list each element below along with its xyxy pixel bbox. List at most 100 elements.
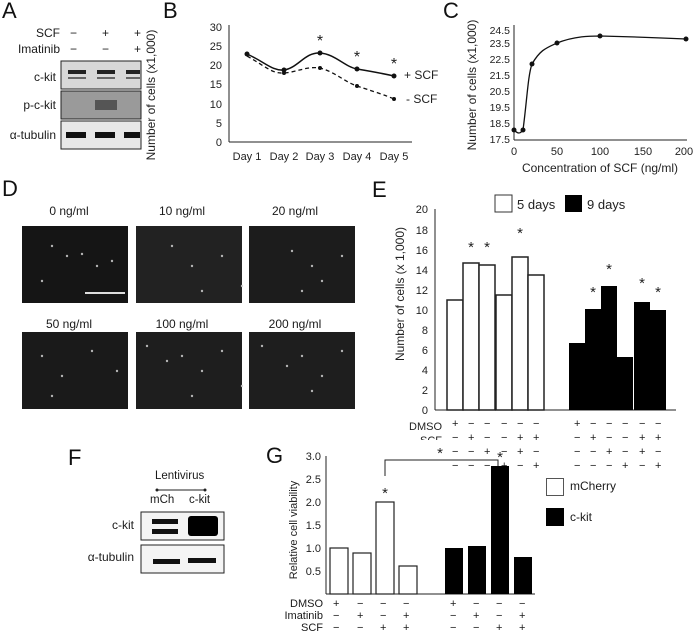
- svg-text:21.5: 21.5: [490, 70, 511, 82]
- legend: 5 days 9 days: [494, 194, 626, 213]
- svg-text:2.5: 2.5: [306, 474, 321, 486]
- x-axis-label: Concentration of SCF (ng/ml): [522, 161, 678, 175]
- svg-text:*: *: [437, 445, 443, 462]
- svg-text:SCF: SCF: [420, 435, 442, 440]
- svg-text:10: 10: [210, 99, 222, 111]
- panel-f-blot-images: [140, 511, 225, 574]
- svg-text:200: 200: [675, 146, 693, 158]
- sign: +: [134, 26, 142, 40]
- svg-text:9 days: 9 days: [587, 197, 626, 212]
- panel-letter-b: B: [163, 0, 178, 23]
- y-axis: 0 5 10 15 20 25 30: [210, 22, 230, 149]
- svg-text:Day 3: Day 3: [306, 151, 335, 163]
- svg-text:14: 14: [416, 265, 428, 277]
- y-tick-labels: 0.5 1.0 1.5 2.0 2.5 3.0: [306, 451, 321, 578]
- legend-plus-scf: + SCF: [404, 68, 438, 82]
- panel-letter-f: F: [68, 445, 82, 470]
- svg-text:50: 50: [551, 146, 563, 158]
- panel-c-line-chart: Number of cells (x1,000) 17.5 18.5 19.5 …: [465, 20, 693, 175]
- panel-letter-a: A: [2, 0, 17, 23]
- image-label-10: 10 ng/ml: [158, 204, 206, 218]
- x-tick-labels: Day 1 Day 2 Day 3 Day 4 Day 5: [233, 151, 409, 163]
- svg-text:30: 30: [210, 22, 222, 34]
- svg-text:2: 2: [422, 385, 428, 397]
- cell-dots-overlay: [40, 244, 344, 398]
- image-label-50: 50 ng/ml: [45, 317, 93, 331]
- condition-label-imatinib: Imatinib: [17, 42, 60, 56]
- bars-9-days: [569, 286, 666, 410]
- y-tick-labels: 0 2 4 6 8 10 12 14 16 18 20: [416, 204, 428, 417]
- svg-text:8: 8: [422, 325, 428, 337]
- svg-text:5: 5: [216, 118, 222, 130]
- image-label-200: 200 ng/ml: [268, 317, 322, 331]
- dose-response-curve: [513, 35, 687, 134]
- svg-text:*: *: [655, 284, 661, 301]
- svg-text:4: 4: [422, 365, 428, 377]
- blot-label-tubulin: α-tubulin: [9, 128, 56, 142]
- svg-text:*: *: [391, 56, 397, 73]
- significance-stars: * * *: [317, 33, 397, 73]
- lentivirus-header: Lentivirus: [155, 470, 205, 482]
- legend-swatch-mcherry: [546, 478, 564, 496]
- series-plus-scf: [246, 52, 395, 77]
- svg-text:23.5: 23.5: [490, 38, 511, 50]
- bars-mcherry: [329, 501, 418, 595]
- svg-text:*: *: [639, 275, 645, 292]
- panel-letter-e: E: [372, 177, 387, 202]
- y-axis-label: Number of cells (x 1,000): [393, 227, 407, 361]
- sign: −: [102, 42, 110, 56]
- y-tick-labels: 17.5 18.5 19.5 20.5 21.5 22.5 23.5 24.5: [490, 25, 511, 146]
- legend-swatch-ckit: [546, 508, 564, 526]
- svg-text:*: *: [382, 485, 388, 502]
- bars-ckit: [445, 466, 532, 594]
- svg-text:15: 15: [210, 79, 222, 91]
- panel-g-bar-chart: Relative cell viability 0.5 1.0 1.5 2.0 …: [288, 445, 535, 595]
- svg-text:0: 0: [511, 146, 517, 158]
- svg-text:DMSO: DMSO: [409, 421, 442, 433]
- svg-text:16: 16: [416, 245, 428, 257]
- micrograph-0: [22, 226, 128, 303]
- blot-label-ckit: c-kit: [34, 70, 56, 84]
- svg-text:20: 20: [210, 60, 222, 72]
- svg-text:150: 150: [634, 146, 652, 158]
- svg-text:*: *: [606, 261, 612, 278]
- svg-text:*: *: [484, 239, 490, 256]
- blot-label-tubulin: α-tubulin: [87, 550, 134, 564]
- svg-text:20: 20: [416, 204, 428, 216]
- legend-minus-scf: - SCF: [406, 92, 437, 106]
- svg-text:18: 18: [416, 225, 428, 237]
- scale-bar: [85, 292, 125, 294]
- svg-text:0: 0: [216, 137, 222, 149]
- panel-letter-c: C: [443, 0, 459, 23]
- panel-letter-d: D: [2, 176, 18, 201]
- legend-label-mcherry: mCherry: [570, 479, 617, 493]
- blot-label-ckit: c-kit: [112, 518, 134, 532]
- significance-stars: * * *: [382, 445, 503, 502]
- treatment-table: DMSO SCF bFGF VEGF: [409, 421, 442, 440]
- panel-e-bar-chart: 5 days 9 days Number of cells (x 1,000) …: [393, 194, 676, 440]
- lane-label-ckit: c-kit: [189, 494, 211, 506]
- svg-text:1.5: 1.5: [306, 520, 321, 532]
- svg-text:10: 10: [416, 305, 428, 317]
- panel-letter-g: G: [266, 443, 284, 468]
- panel-a-western-blot: SCF Imatinib − + + − − + c-kit p-c-kit α…: [0, 0, 142, 170]
- svg-text:22.5: 22.5: [490, 54, 511, 66]
- svg-text:*: *: [354, 49, 360, 66]
- lane-label-mch: mCh: [150, 494, 175, 506]
- panel-g-treatment-table: DMSO Imatinib SCF + − − − + − − − − + − …: [284, 598, 526, 634]
- svg-text:2.0: 2.0: [306, 497, 321, 509]
- svg-text:6: 6: [422, 345, 428, 357]
- micrograph-10: [136, 226, 242, 303]
- y-axis-label: Number of cells (x1,000): [144, 30, 158, 161]
- svg-text:Day 1: Day 1: [233, 151, 262, 163]
- svg-text:*: *: [517, 225, 523, 242]
- condition-label-scf: SCF: [36, 26, 60, 40]
- lentivirus-bracket: [155, 488, 207, 492]
- svg-text:*: *: [468, 239, 474, 256]
- svg-text:100: 100: [591, 146, 609, 158]
- svg-text:0: 0: [422, 405, 428, 417]
- legend-label-ckit: c-kit: [570, 510, 592, 524]
- svg-text:17.5: 17.5: [490, 134, 511, 146]
- svg-text:24.5: 24.5: [490, 25, 511, 37]
- sign: −: [70, 42, 78, 56]
